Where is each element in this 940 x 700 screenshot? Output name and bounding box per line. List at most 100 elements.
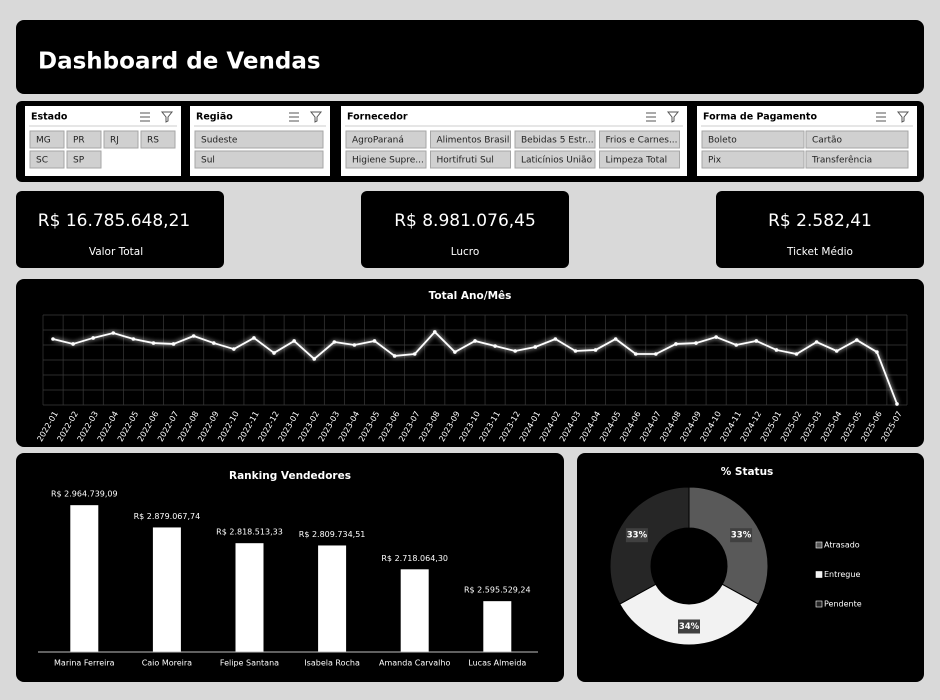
kpi-label: Valor Total [89,246,143,258]
clear-filter-icon[interactable] [666,111,680,123]
slicer-item[interactable]: SC [36,156,48,166]
slicer-button[interactable] [103,130,139,149]
legend-label: Pendente [824,600,862,609]
multi-select-icon[interactable] [646,112,656,122]
slicer-button[interactable] [194,150,324,169]
line-point [593,348,598,352]
line-point [513,349,517,353]
slicer-item[interactable]: Transferência [811,155,872,166]
line-point [191,334,196,338]
clear-filter-icon[interactable] [160,111,174,123]
slicer-item[interactable]: Sul [201,156,215,166]
multi-select-icon[interactable] [876,112,886,122]
data-label: R$ 2.595.529,24 [464,586,531,595]
slicer-item[interactable]: Laticínios União [521,156,593,166]
legend-swatch [815,571,823,578]
kpi-label: Lucro [451,246,480,258]
line-point [814,340,819,344]
slicer-button[interactable] [514,130,596,149]
header-panel [16,20,924,94]
line-point [613,337,618,341]
line-point [71,342,75,346]
slicer-button[interactable] [29,130,65,149]
slicer-title: Estado [31,112,68,123]
slicer-button[interactable] [345,130,427,149]
line-point [372,339,377,343]
kpi-value: R$ 16.785.648,21 [38,211,190,231]
line-point [312,357,317,361]
legend-label: Atrasado [824,541,860,550]
slicer-button[interactable] [430,150,511,169]
slicer-item[interactable]: Hortifruti Sul [437,156,494,166]
data-label: R$ 2.818.513,33 [216,528,283,537]
clear-filter-icon[interactable] [896,111,910,123]
slicer-title: Região [196,112,233,123]
slicer-button[interactable] [66,150,102,169]
slicer-item[interactable]: Bebidas 5 Estr... [521,136,594,146]
slicer-title: Forma de Pagamento [703,112,817,123]
x-tick-label: Isabela Rocha [304,659,360,668]
slicer-button[interactable] [701,150,805,169]
slicer-item[interactable]: AgroParaná [352,136,404,146]
slicer-button[interactable] [140,130,176,149]
slicer-item[interactable]: Alimentos Brasil [437,136,510,146]
data-label: 33% [731,531,752,541]
kpi-card [716,191,924,268]
line-point [774,348,779,352]
pie-slice [688,486,769,605]
slicer-item[interactable]: Cartão [812,136,843,146]
slicer-item[interactable]: MG [36,136,51,146]
line-point [332,340,337,344]
slicer-button[interactable] [430,130,511,149]
slicer-item[interactable]: RS [147,136,159,146]
slicer-item[interactable]: Limpeza Total [606,156,668,166]
slicer-button[interactable] [805,130,909,149]
slicer-item[interactable]: Sudeste [201,136,238,146]
slicer-button[interactable] [29,150,65,169]
kpi-value: R$ 8.981.076,45 [394,211,536,231]
slicer-button[interactable] [599,150,680,169]
data-label: 34% [679,622,700,632]
x-tick-label: Caio Moreira [142,659,192,668]
line-point [754,339,759,343]
slicer-item[interactable]: Pix [708,156,722,166]
slicer-button[interactable] [194,130,324,149]
slicer-item[interactable]: SP [73,156,85,166]
slicer-button[interactable] [345,150,427,169]
line-point [151,341,156,345]
slicer-button[interactable] [805,150,909,169]
slicer-item[interactable]: Higiene Supre... [352,156,424,166]
multi-select-icon[interactable] [140,112,150,122]
slicer-item[interactable]: RJ [110,136,119,146]
slicer-button[interactable] [514,150,596,169]
line-point [392,354,397,358]
chart-title: Total Ano/Mês [429,290,512,302]
legend-swatch [815,600,823,608]
x-tick-label: Marina Ferreira [54,659,115,668]
line-point [412,352,417,356]
slicer-button[interactable] [701,130,805,149]
data-label-box [730,528,753,543]
slicer-item[interactable]: PR [73,136,85,146]
bar [400,569,429,652]
bar [483,601,512,652]
slicer-item[interactable]: Boleto [708,136,737,146]
legend-label: Entregue [824,570,860,579]
slicer-button[interactable] [66,130,102,149]
chart-title: Ranking Vendedores [229,470,351,482]
line-point [855,338,859,342]
multi-select-icon[interactable] [289,112,299,122]
pie-slice [619,583,759,646]
clear-filter-icon[interactable] [309,111,323,123]
data-label: R$ 2.964.739,09 [51,490,118,499]
line-point [272,351,276,355]
slicer-title: Fornecedor [347,112,408,123]
line-point [211,341,216,345]
line-point [171,342,176,346]
line-point [111,331,116,335]
slicer-item[interactable]: Frios e Carnes... [606,136,678,146]
kpi-label: Ticket Médio [786,246,853,258]
slicer-button[interactable] [599,130,680,149]
x-tick-label: Lucas Almeida [468,659,526,668]
